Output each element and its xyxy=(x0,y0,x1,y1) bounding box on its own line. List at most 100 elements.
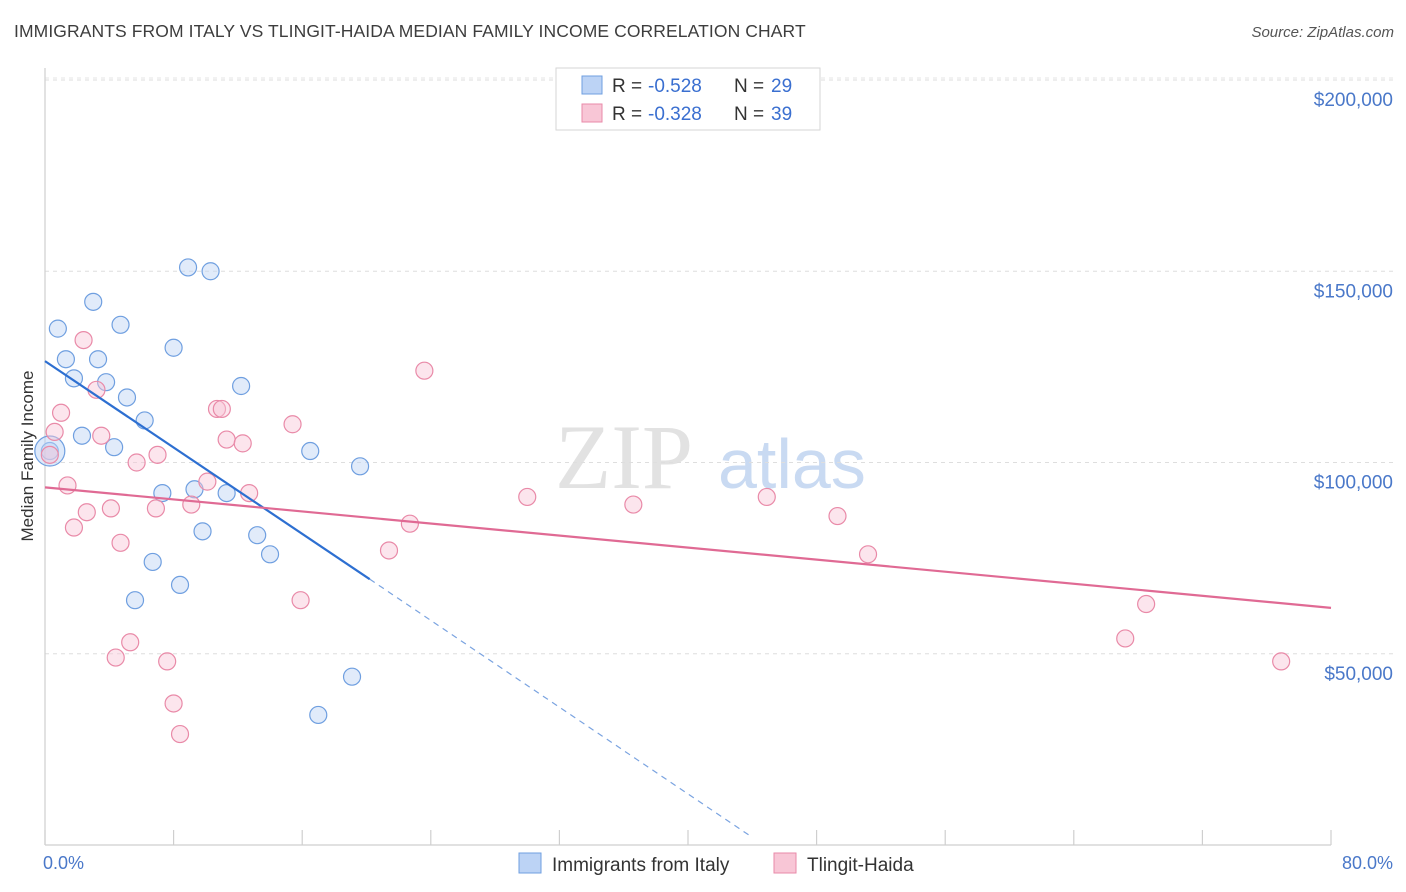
legend-r-value-1: -0.528 xyxy=(648,76,702,97)
series-legend: Immigrants from Italy Tlingit-Haida xyxy=(518,852,914,876)
legend-swatch-pink xyxy=(581,103,603,123)
source-label: Source: ZipAtlas.com xyxy=(1251,24,1394,41)
tlingit-point-11 xyxy=(121,633,140,652)
italy-point-9 xyxy=(111,315,130,334)
tlingit-point-28 xyxy=(400,514,420,533)
tlingit-point-21 xyxy=(212,399,231,419)
italy-trend-extension xyxy=(369,578,753,838)
y-tick-label-1: $100,000 xyxy=(1314,473,1393,494)
tlingit-point-8 xyxy=(101,499,121,518)
legend-n-label-2: N = xyxy=(734,104,764,125)
tlingit-point-9 xyxy=(106,648,125,667)
legend-r-label-1: R = xyxy=(612,76,642,97)
y-tick-labels: $50,000 $100,000 $150,000 $200,000 xyxy=(1314,90,1393,685)
tlingit-point-4 xyxy=(64,518,84,537)
legend-swatch-italy xyxy=(518,852,542,874)
y-tick-label-0: $50,000 xyxy=(1324,664,1393,685)
legend-n-value-1: 29 xyxy=(771,76,792,97)
tlingit-point-26 xyxy=(291,591,310,610)
tlingit-point-2 xyxy=(51,403,71,422)
tlingit-point-27 xyxy=(379,541,399,560)
tlingit-point-33 xyxy=(828,506,847,526)
tlingit-point-3 xyxy=(58,476,77,495)
watermark: ZIP atlas xyxy=(555,406,866,508)
italy-point-6 xyxy=(88,350,108,369)
italy-point-22 xyxy=(232,376,251,396)
watermark-atlas: atlas xyxy=(718,425,866,503)
tlingit-point-34 xyxy=(858,545,878,564)
y-tick-label-3: $200,000 xyxy=(1314,90,1393,111)
chart-title: IMMIGRANTS FROM ITALY VS TLINGIT-HAIDA M… xyxy=(14,21,806,41)
italy-point-19 xyxy=(193,522,212,541)
tlingit-point-5 xyxy=(77,503,96,522)
tlingit-point-20 xyxy=(207,399,227,419)
italy-point-5 xyxy=(84,292,103,311)
tlingit-point-23 xyxy=(233,434,252,453)
tlingit-point-31 xyxy=(624,495,643,514)
tlingit-point-25 xyxy=(283,415,302,434)
italy-point-8 xyxy=(105,438,124,457)
tlingit-point-17 xyxy=(170,724,190,744)
tlingit-point-16 xyxy=(164,694,183,713)
legend-n-value-2: 39 xyxy=(771,104,792,125)
legend-swatch-blue xyxy=(581,75,603,95)
x-tick-label-left: 0.0% xyxy=(43,853,84,873)
tlingit-point-36 xyxy=(1137,594,1156,614)
legend-r-label-2: R = xyxy=(612,104,642,125)
tlingit-point-19 xyxy=(198,472,217,491)
italy-point-4 xyxy=(72,426,92,445)
italy-point-13 xyxy=(143,552,162,572)
tlingit-point-0 xyxy=(40,445,59,464)
italy-point-15 xyxy=(164,338,183,357)
italy-point-12 xyxy=(135,411,154,430)
tlingit-point-14 xyxy=(148,445,167,464)
italy-trend-line xyxy=(44,360,371,581)
tlingit-point-38 xyxy=(74,331,93,350)
legend-r-value-2: -0.328 xyxy=(648,104,702,125)
italy-point-2 xyxy=(56,350,75,369)
legend-n-label-1: N = xyxy=(734,76,764,97)
italy-point-27 xyxy=(342,667,362,686)
tlingit-point-10 xyxy=(111,533,130,552)
legend-label-italy: Immigrants from Italy xyxy=(552,855,730,876)
italy-point-11 xyxy=(125,591,145,610)
tlingit-point-35 xyxy=(1116,629,1135,648)
italy-point-16 xyxy=(170,575,190,595)
italy-point-1 xyxy=(48,319,67,338)
italy-point-26 xyxy=(309,705,328,725)
tlingit-point-32 xyxy=(757,487,776,507)
tlingit-point-30 xyxy=(518,487,537,507)
legend-label-tlingit: Tlingit-Haida xyxy=(807,855,914,876)
series-immigrants-from-italy xyxy=(34,258,370,725)
italy-point-23 xyxy=(248,526,267,545)
italy-point-10 xyxy=(117,388,137,407)
gridlines xyxy=(45,77,1395,655)
x-tick-label-right: 80.0% xyxy=(1342,853,1393,873)
tlingit-point-37 xyxy=(1272,652,1291,671)
tlingit-point-12 xyxy=(127,453,146,472)
x-tick-marks xyxy=(44,830,1332,845)
y-axis-label: Median Family Income xyxy=(18,370,37,541)
italy-point-20 xyxy=(201,262,220,281)
legend-swatch-tlingit xyxy=(773,852,797,874)
italy-point-7 xyxy=(96,373,116,392)
italy-point-24 xyxy=(260,545,280,564)
tlingit-point-18 xyxy=(182,495,201,514)
tlingit-trend-line xyxy=(44,486,1332,609)
tlingit-point-15 xyxy=(158,652,177,671)
watermark-zip: ZIP xyxy=(555,406,693,508)
series-tlingit-haida xyxy=(40,331,1291,744)
y-tick-label-2: $150,000 xyxy=(1314,281,1393,302)
tlingit-point-1 xyxy=(45,422,64,441)
italy-point-17 xyxy=(178,258,198,277)
trend-lines xyxy=(44,360,1332,838)
italy-point-25 xyxy=(301,441,320,461)
correlation-legend: R = -0.528 N = 29 R = -0.328 N = 39 xyxy=(555,67,821,131)
tlingit-point-7 xyxy=(92,426,111,445)
italy-point-21 xyxy=(217,484,236,503)
tlingit-point-22 xyxy=(217,430,236,449)
italy-point-28 xyxy=(350,457,370,476)
tlingit-point-13 xyxy=(146,499,166,518)
tlingit-point-29 xyxy=(415,361,434,380)
